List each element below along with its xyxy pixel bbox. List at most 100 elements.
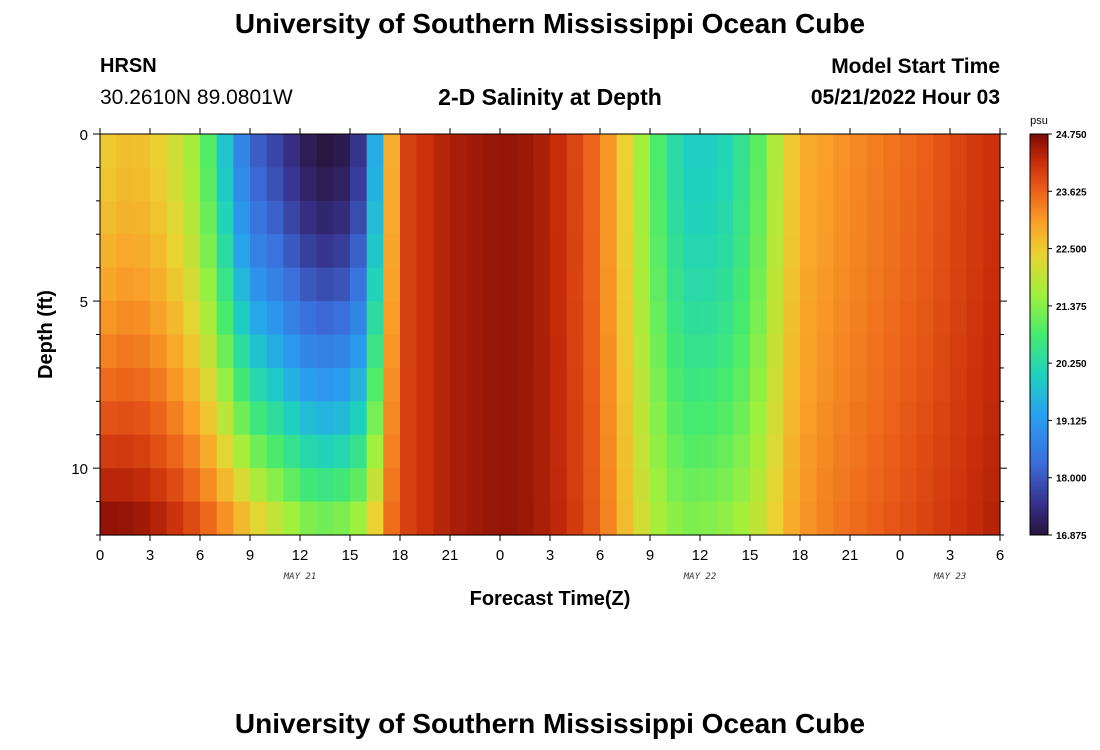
model-start-value: 05/21/2022 Hour 03 (810, 86, 1000, 109)
heatmap-cell (750, 401, 768, 436)
heatmap-cell (333, 334, 351, 369)
heatmap-cells (100, 134, 1001, 536)
heatmap-cell (933, 468, 951, 503)
heatmap-cell (216, 367, 234, 402)
heatmap-cell (716, 401, 734, 436)
heatmap-cell (300, 468, 318, 503)
heatmap-cell (566, 167, 584, 202)
heatmap-cell (483, 301, 501, 336)
heatmap-cell (450, 468, 468, 503)
heatmap-cell (933, 501, 951, 536)
x-tick-label: 6 (196, 547, 204, 564)
heatmap-cell (766, 267, 784, 302)
heatmap-cell (333, 267, 351, 302)
heatmap-cell (333, 200, 351, 235)
heatmap-cell (116, 234, 134, 269)
heatmap-cell (283, 434, 301, 469)
heatmap-cell (766, 200, 784, 235)
heatmap-cell (383, 134, 401, 169)
heatmap-cell (166, 401, 184, 436)
heatmap-cell (583, 367, 601, 402)
heatmap-cell (900, 434, 918, 469)
heatmap-cell (183, 267, 201, 302)
heatmap-cell (616, 167, 634, 202)
heatmap-cell (733, 501, 751, 536)
heatmap-cell (650, 468, 668, 503)
heatmap-cell (250, 167, 268, 202)
heatmap-cell (600, 501, 618, 536)
station-coordinates: 30.2610N 89.0801W (100, 86, 293, 109)
heatmap-cell (650, 267, 668, 302)
heatmap-cell (116, 267, 134, 302)
heatmap-cell (933, 401, 951, 436)
heatmap-cell (983, 301, 1001, 336)
heatmap-cell (833, 367, 851, 402)
heatmap-cell (683, 401, 701, 436)
heatmap-cell (633, 301, 651, 336)
heatmap-cell (566, 134, 584, 169)
heatmap-cell (916, 468, 934, 503)
heatmap-cell (900, 468, 918, 503)
heatmap-cell (400, 468, 418, 503)
heatmap-cell (700, 200, 718, 235)
heatmap-cell (366, 434, 384, 469)
heatmap-cell (233, 200, 251, 235)
heatmap-cell (200, 267, 218, 302)
heatmap-cell (983, 134, 1001, 169)
heatmap-cell (283, 167, 301, 202)
heatmap-cell (633, 200, 651, 235)
x-tick-label: 6 (596, 547, 604, 564)
heatmap-cell (916, 367, 934, 402)
heatmap-cell (816, 401, 834, 436)
heatmap-cell (166, 134, 184, 169)
heatmap-cell (333, 401, 351, 436)
heatmap-cell (833, 234, 851, 269)
heatmap-cell (383, 301, 401, 336)
heatmap-cell (866, 501, 884, 536)
heatmap-cell (600, 468, 618, 503)
heatmap-cell (516, 434, 534, 469)
heatmap-cell (533, 134, 551, 169)
heatmap-cell (850, 367, 868, 402)
heatmap-cell (100, 434, 118, 469)
salinity-heatmap-chart: 0 3 6 9 12 15 18 21 0 3 6 9 12 15 18 21 0 3 6 MAY 21 MAY 22 M… (35, 115, 1087, 610)
heatmap-cell (700, 301, 718, 336)
heatmap-cell (700, 334, 718, 369)
heatmap-cell (883, 334, 901, 369)
heatmap-cell (950, 468, 968, 503)
heatmap-cell (833, 501, 851, 536)
heatmap-cell (900, 200, 918, 235)
heatmap-cell (633, 401, 651, 436)
heatmap-cell (450, 401, 468, 436)
heatmap-cell (833, 401, 851, 436)
heatmap-cell (400, 134, 418, 169)
heatmap-cell (900, 401, 918, 436)
heatmap-cell (250, 301, 268, 336)
heatmap-cell (216, 167, 234, 202)
heatmap-cell (500, 401, 518, 436)
heatmap-cell (700, 367, 718, 402)
heatmap-cell (750, 234, 768, 269)
heatmap-cell (633, 468, 651, 503)
colorbar-tick-label: 22.500 (1056, 245, 1087, 256)
heatmap-cell (350, 334, 368, 369)
x-tick-label: 0 (896, 547, 904, 564)
heatmap-cell (516, 501, 534, 536)
heatmap-cell (816, 334, 834, 369)
heatmap-cell (716, 468, 734, 503)
heatmap-cell (783, 301, 801, 336)
heatmap-cell (666, 267, 684, 302)
heatmap-cell (933, 334, 951, 369)
heatmap-cell (400, 167, 418, 202)
heatmap-cell (416, 134, 434, 169)
heatmap-cell (966, 434, 984, 469)
heatmap-cell (266, 134, 284, 169)
heatmap-cell (216, 267, 234, 302)
x-tick-label: 21 (442, 547, 459, 564)
heatmap-cell (816, 167, 834, 202)
heatmap-cell (666, 167, 684, 202)
heatmap-cell (883, 434, 901, 469)
heatmap-cell (733, 434, 751, 469)
heatmap-cell (600, 200, 618, 235)
heatmap-cell (683, 167, 701, 202)
